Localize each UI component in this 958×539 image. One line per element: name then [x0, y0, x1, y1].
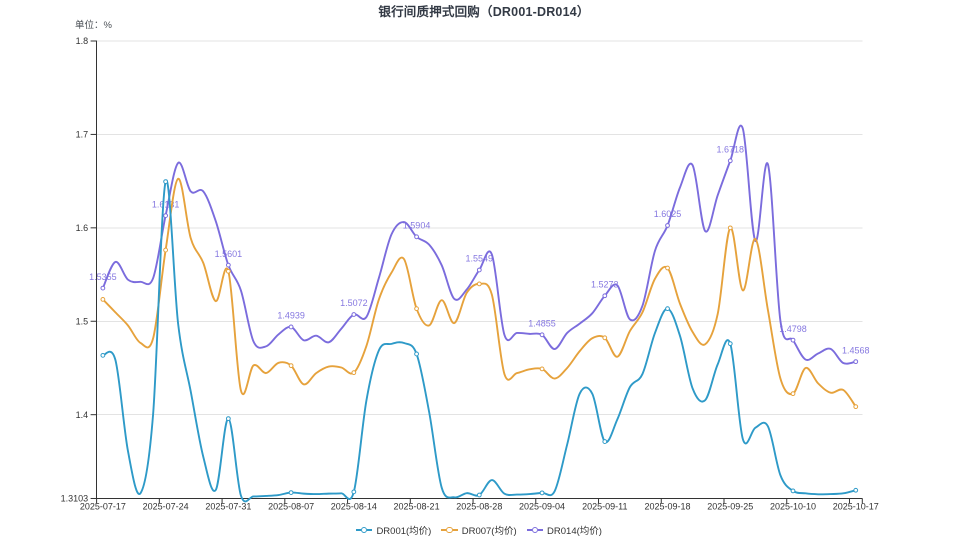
svg-text:1.6: 1.6: [76, 223, 89, 233]
svg-text:1.5: 1.5: [76, 316, 89, 326]
svg-text:1.4939: 1.4939: [277, 311, 305, 321]
svg-text:1.4568: 1.4568: [842, 345, 870, 355]
svg-text:2025-07-17: 2025-07-17: [80, 501, 126, 511]
svg-text:1.5072: 1.5072: [340, 298, 368, 308]
svg-text:1.5601: 1.5601: [215, 249, 243, 259]
svg-text:1.6718: 1.6718: [717, 144, 745, 154]
svg-text:1.5904: 1.5904: [403, 221, 431, 231]
svg-text:1.3103: 1.3103: [61, 494, 89, 504]
svg-text:2025-09-11: 2025-09-11: [582, 501, 627, 511]
svg-text:1.6131: 1.6131: [152, 199, 180, 209]
svg-text:1.5273: 1.5273: [591, 279, 619, 289]
svg-text:2025-09-18: 2025-09-18: [645, 501, 691, 511]
svg-text:2025-09-25: 2025-09-25: [707, 501, 753, 511]
svg-text:1.7: 1.7: [76, 130, 89, 140]
svg-text:2025-08-14: 2025-08-14: [331, 501, 377, 511]
svg-text:2025-08-21: 2025-08-21: [394, 501, 440, 511]
svg-text:1.8: 1.8: [76, 36, 89, 46]
svg-text:2025-10-17: 2025-10-17: [833, 501, 879, 511]
svg-text:1.4: 1.4: [76, 410, 89, 420]
svg-text:单位：%: 单位：%: [75, 19, 113, 31]
svg-text:1.4855: 1.4855: [528, 319, 556, 329]
svg-text:2025-10-10: 2025-10-10: [770, 501, 816, 511]
svg-text:2025-08-07: 2025-08-07: [268, 501, 314, 511]
svg-text:2025-09-04: 2025-09-04: [519, 501, 565, 511]
svg-text:1.6025: 1.6025: [654, 209, 682, 219]
svg-text:2025-07-31: 2025-07-31: [205, 501, 251, 511]
svg-text:1.5355: 1.5355: [89, 272, 117, 282]
svg-text:2025-08-28: 2025-08-28: [456, 501, 502, 511]
svg-text:1.5549: 1.5549: [466, 254, 494, 264]
svg-text:2025-07-24: 2025-07-24: [143, 501, 189, 511]
svg-text:1.4798: 1.4798: [779, 324, 807, 334]
